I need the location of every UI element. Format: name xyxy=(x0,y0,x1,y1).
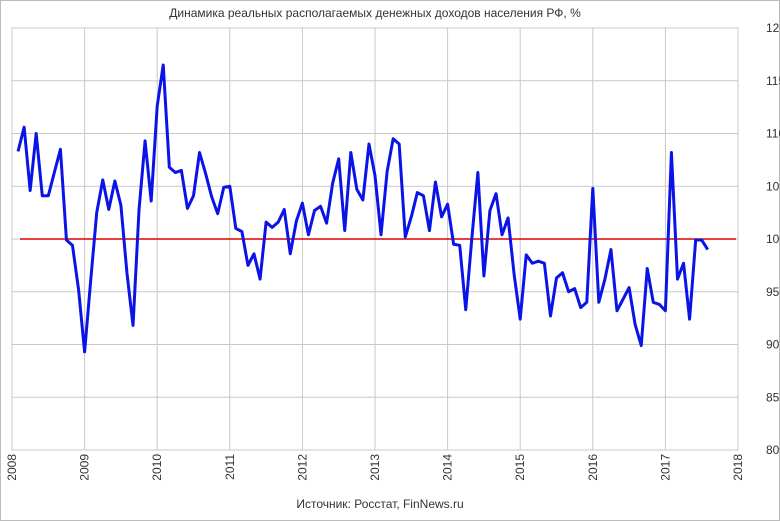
x-tick-label: 2012 xyxy=(295,454,309,481)
y-tick-label: 95 xyxy=(766,285,780,299)
x-tick-label: 2010 xyxy=(150,454,164,481)
y-tick-label: 85 xyxy=(766,390,780,404)
chart-title: Динамика реальных располагаемых денежных… xyxy=(169,6,581,20)
y-tick-label: 115 xyxy=(766,74,780,88)
x-tick-label: 2009 xyxy=(78,454,92,481)
x-tick-label: 2017 xyxy=(658,454,672,481)
y-tick-label: 110 xyxy=(766,127,780,141)
y-tick-label: 100 xyxy=(766,232,780,246)
y-tick-label: 105 xyxy=(766,179,780,193)
x-tick-label: 2018 xyxy=(731,454,745,481)
y-tick-label: 90 xyxy=(766,338,780,352)
x-tick-label: 2013 xyxy=(368,454,382,481)
x-tick-label: 2015 xyxy=(513,454,527,481)
x-tick-label: 2011 xyxy=(223,454,237,480)
source: Источник: Росстат, FinNews.ru xyxy=(296,497,463,511)
y-tick-label: 80 xyxy=(766,443,780,457)
x-tick-label: 2016 xyxy=(586,454,600,481)
x-tick-label: 2008 xyxy=(5,454,19,481)
x-tick-label: 2014 xyxy=(441,454,455,481)
y-tick-label: 120 xyxy=(766,21,780,35)
line-series xyxy=(16,63,709,354)
